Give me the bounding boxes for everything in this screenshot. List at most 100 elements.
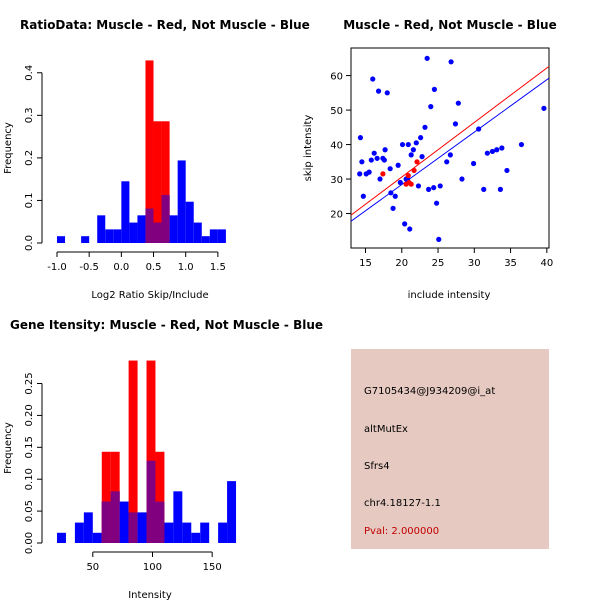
not-muscle-point	[426, 186, 432, 192]
not-muscle-bar	[173, 491, 183, 543]
scatter-plot-area	[351, 55, 549, 242]
overlap-bar	[110, 491, 120, 543]
not-muscle-point	[357, 135, 364, 141]
not-muscle-bar	[164, 522, 174, 543]
not-muscle-point	[370, 76, 376, 82]
not-muscle-point	[363, 171, 369, 177]
scatter-ylabel: skip intensity	[303, 115, 314, 182]
not-muscle-bar	[185, 201, 194, 243]
x-tick-label: 0.5	[146, 262, 162, 273]
x-tick-label: -1.0	[47, 262, 67, 273]
y-tick-label: 0.2	[24, 150, 35, 166]
not-muscle-point	[433, 200, 440, 206]
y-tick-label: 20	[330, 210, 343, 221]
location-text: chr4.18127-1.1	[364, 498, 441, 509]
not-muscle-point	[381, 157, 387, 163]
not-muscle-point	[413, 140, 419, 146]
not-muscle-bar	[191, 532, 201, 543]
not-muscle-bar	[105, 229, 114, 243]
ratio-histogram-ylabel: Frequency	[3, 122, 14, 174]
x-axis: 15 20 25 30 35 40	[359, 248, 553, 269]
x-tick-label: 1.0	[178, 262, 194, 273]
not-muscle-point	[459, 176, 465, 182]
muscle-bar	[161, 121, 170, 243]
x-tick-label: 40	[540, 258, 553, 269]
muscle-point	[408, 181, 414, 187]
not-muscle-point	[437, 183, 443, 189]
y-tick-label: 0.4	[24, 65, 35, 81]
intensity-histogram-xlabel: Intensity	[128, 590, 172, 600]
x-tick-label: 1.5	[210, 262, 226, 273]
not-muscle-point	[436, 236, 442, 242]
not-muscle-point	[418, 135, 424, 141]
y-axis: 0.00 0.05 0.10 0.15 0.20 0.25	[24, 372, 43, 554]
y-tick-label: 60	[330, 72, 343, 83]
x-tick-label: 50	[86, 562, 99, 573]
muscle-fit-line	[351, 65, 549, 216]
overlap-bar	[161, 194, 170, 243]
not-muscle-bar	[137, 215, 146, 243]
not-muscle-point	[399, 141, 406, 148]
scatter-title: Muscle - Red, Not Muscle - Blue	[343, 18, 557, 32]
not-muscle-point	[410, 147, 416, 153]
x-axis: -1.0 -0.5 0.0 0.5 1.0 1.5	[47, 251, 226, 273]
muscle-point	[414, 159, 420, 165]
not-muscle-bar	[209, 229, 218, 243]
not-muscle-point	[408, 152, 414, 158]
x-tick-label: 35	[504, 258, 517, 269]
not-muscle-point	[402, 221, 408, 227]
not-muscle-point	[481, 186, 487, 192]
not-muscle-point	[382, 147, 388, 153]
not-muscle-point	[390, 205, 396, 211]
not-muscle-point	[368, 157, 374, 163]
y-tick-label: 0.3	[24, 107, 35, 123]
not-muscle-point	[452, 121, 459, 127]
overlap-bar	[155, 501, 165, 543]
ratio-histogram-title: RatioData: Muscle - Red, Not Muscle - Bl…	[20, 18, 310, 32]
ratio-histogram-chart: RatioData: Muscle - Red, Not Muscle - Bl…	[3, 18, 310, 301]
y-tick-label: 0.15	[24, 436, 35, 458]
not-muscle-bar	[182, 522, 192, 543]
not-muscle-point	[489, 148, 496, 155]
not-muscle-point	[422, 124, 428, 130]
not-muscle-bar	[113, 229, 122, 243]
overlap-bar	[146, 460, 156, 543]
muscle-bar	[145, 60, 154, 243]
not-muscle-bar	[218, 522, 228, 543]
x-tick-label: 150	[203, 562, 222, 573]
not-muscle-point	[392, 193, 398, 199]
not-muscle-point	[387, 166, 393, 172]
x-tick-label: 30	[468, 258, 481, 269]
histogram-bars	[57, 60, 226, 243]
x-tick-label: 0.0	[113, 262, 129, 273]
not-muscle-point	[374, 155, 380, 161]
gene-name-text: Sfrs4	[364, 461, 390, 472]
pval-text: Pval: 2.000000	[364, 526, 440, 537]
not-muscle-point	[499, 145, 505, 151]
muscle-bar	[155, 451, 165, 543]
not-muscle-bar	[227, 481, 237, 543]
y-tick-label: 0.1	[24, 192, 35, 208]
not-muscle-point	[375, 88, 382, 94]
not-muscle-fit-line	[351, 77, 549, 222]
not-muscle-point	[357, 171, 363, 177]
not-muscle-bar	[74, 522, 84, 543]
not-muscle-point	[470, 160, 477, 167]
not-muscle-point	[424, 55, 430, 61]
not-muscle-point	[444, 159, 450, 165]
intensity-histogram-chart: Gene Itensity: Muscle - Red, Not Muscle …	[3, 318, 323, 601]
not-muscle-point	[395, 162, 401, 168]
not-muscle-point	[397, 179, 403, 186]
not-muscle-point	[415, 183, 422, 189]
not-muscle-point	[541, 105, 547, 111]
not-muscle-point	[377, 176, 383, 182]
y-tick-label: 0.20	[24, 404, 35, 426]
not-muscle-bar	[217, 229, 226, 243]
muscle-point	[380, 171, 386, 177]
x-tick-label: 25	[432, 258, 445, 269]
not-muscle-point	[431, 86, 438, 92]
not-muscle-point	[407, 226, 413, 232]
muscle-point	[411, 167, 417, 174]
x-tick-label: -0.5	[79, 262, 99, 273]
not-muscle-bar	[121, 181, 130, 243]
